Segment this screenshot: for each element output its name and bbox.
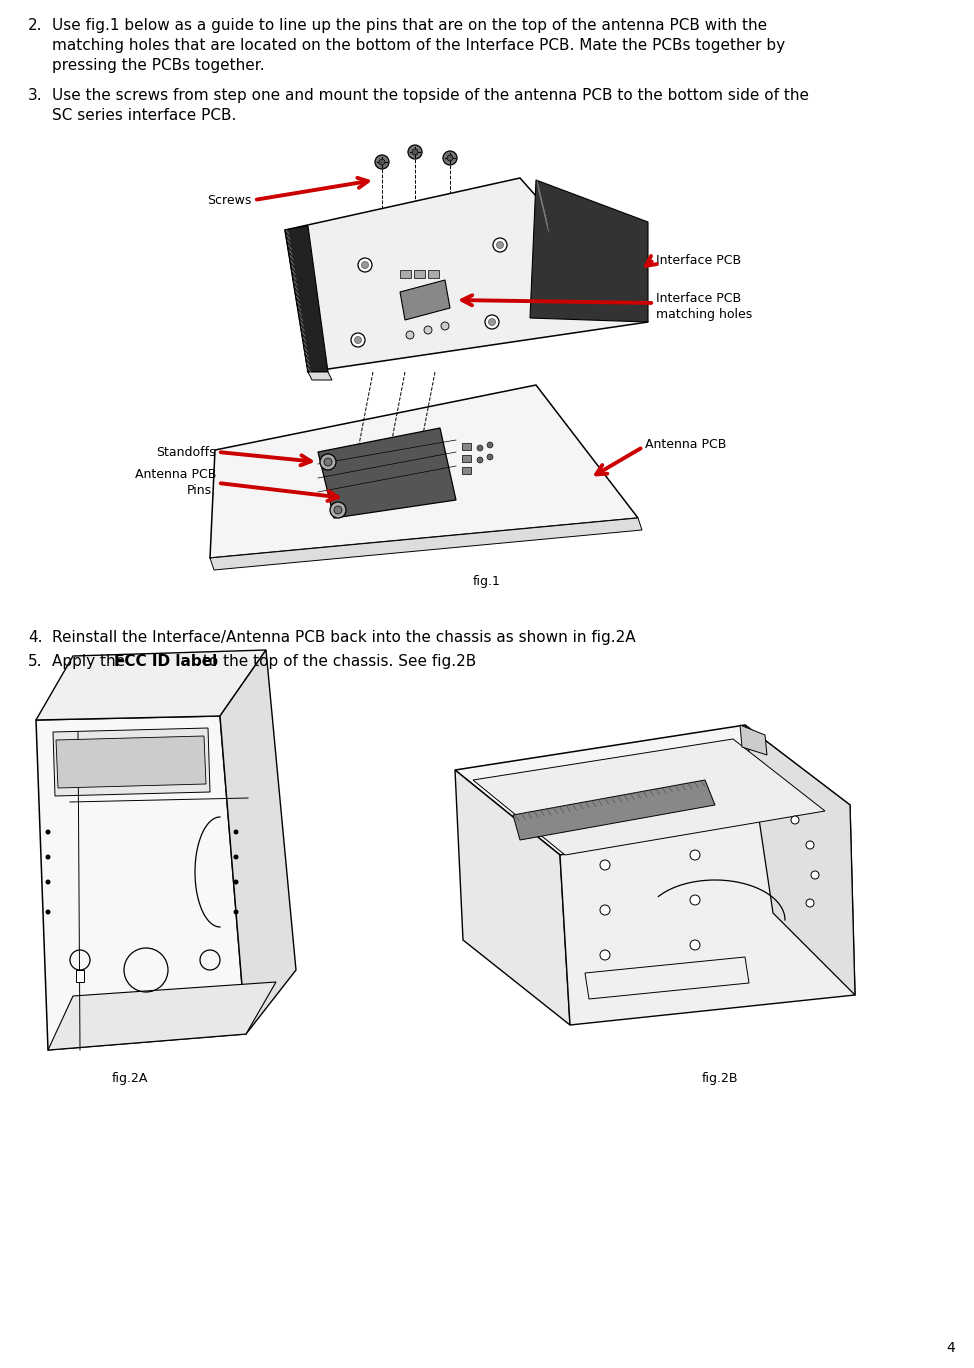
- Polygon shape: [740, 725, 767, 755]
- Text: Use fig.1 below as a guide to line up the pins that are on the top of the antenn: Use fig.1 below as a guide to line up th…: [52, 18, 768, 33]
- Text: 2.: 2.: [28, 18, 43, 33]
- Bar: [428, 269, 439, 278]
- Circle shape: [487, 454, 493, 460]
- Circle shape: [375, 155, 389, 170]
- Circle shape: [600, 860, 610, 870]
- Polygon shape: [745, 725, 855, 995]
- Circle shape: [406, 331, 414, 339]
- Circle shape: [234, 880, 239, 885]
- Polygon shape: [455, 725, 850, 855]
- Text: 4.: 4.: [28, 631, 43, 644]
- Polygon shape: [318, 428, 456, 518]
- Circle shape: [320, 454, 336, 471]
- Circle shape: [600, 906, 610, 915]
- Polygon shape: [210, 384, 638, 558]
- Circle shape: [791, 815, 799, 824]
- Circle shape: [358, 259, 372, 272]
- Circle shape: [330, 502, 346, 518]
- Polygon shape: [48, 982, 276, 1051]
- Text: fig.2B: fig.2B: [701, 1073, 738, 1085]
- Circle shape: [234, 855, 239, 859]
- Polygon shape: [285, 178, 648, 372]
- Circle shape: [441, 321, 449, 330]
- Text: Use the screws from step one and mount the topside of the antenna PCB to the bot: Use the screws from step one and mount t…: [52, 88, 809, 103]
- Polygon shape: [400, 280, 450, 320]
- Circle shape: [46, 855, 51, 859]
- Circle shape: [477, 445, 483, 451]
- Circle shape: [493, 238, 507, 252]
- Text: 5.: 5.: [28, 654, 43, 669]
- Circle shape: [477, 457, 483, 462]
- Circle shape: [806, 841, 814, 850]
- Circle shape: [485, 315, 499, 328]
- Polygon shape: [53, 728, 210, 796]
- Circle shape: [487, 442, 493, 447]
- Circle shape: [600, 949, 610, 960]
- Text: FCC ID label: FCC ID label: [114, 654, 217, 669]
- Text: Screws: Screws: [207, 193, 252, 207]
- Circle shape: [334, 506, 342, 514]
- Circle shape: [234, 910, 239, 914]
- Polygon shape: [513, 780, 715, 840]
- Polygon shape: [560, 804, 855, 1025]
- Text: 3.: 3.: [28, 88, 43, 103]
- Text: Reinstall the Interface/Antenna PCB back into the chassis as shown in fig.2A: Reinstall the Interface/Antenna PCB back…: [52, 631, 636, 644]
- Polygon shape: [473, 739, 825, 855]
- Polygon shape: [455, 770, 570, 1025]
- Text: Apply the: Apply the: [52, 654, 130, 669]
- Polygon shape: [220, 650, 296, 1034]
- Text: Standoffs: Standoffs: [157, 446, 216, 458]
- Circle shape: [811, 871, 819, 880]
- Bar: [462, 443, 471, 450]
- Polygon shape: [285, 226, 328, 372]
- Polygon shape: [530, 181, 648, 321]
- Text: SC series interface PCB.: SC series interface PCB.: [52, 108, 237, 123]
- Circle shape: [412, 149, 418, 155]
- Circle shape: [447, 155, 453, 161]
- Polygon shape: [36, 650, 266, 720]
- Text: pressing the PCBs together.: pressing the PCBs together.: [52, 57, 265, 73]
- Text: 4: 4: [947, 1341, 955, 1354]
- Circle shape: [408, 145, 422, 159]
- Polygon shape: [36, 715, 246, 1051]
- Bar: [76, 970, 84, 982]
- Circle shape: [443, 150, 457, 166]
- Circle shape: [690, 850, 700, 860]
- Circle shape: [351, 332, 365, 347]
- Text: Interface PCB: Interface PCB: [656, 253, 741, 267]
- Circle shape: [46, 910, 51, 914]
- Circle shape: [234, 829, 239, 834]
- Polygon shape: [56, 736, 206, 788]
- Circle shape: [489, 319, 496, 326]
- Circle shape: [806, 899, 814, 907]
- Text: Antenna PCB: Antenna PCB: [645, 439, 727, 451]
- Bar: [462, 456, 471, 462]
- Text: Interface PCB
matching holes: Interface PCB matching holes: [656, 291, 752, 321]
- Circle shape: [424, 326, 432, 334]
- Circle shape: [46, 829, 51, 834]
- Text: Pins.: Pins.: [187, 484, 216, 498]
- Text: to the top of the chassis. See fig.2B: to the top of the chassis. See fig.2B: [198, 654, 476, 669]
- Circle shape: [379, 159, 385, 166]
- Circle shape: [46, 880, 51, 885]
- Polygon shape: [308, 372, 332, 380]
- Bar: [400, 269, 411, 278]
- Circle shape: [497, 242, 504, 249]
- Text: fig.2A: fig.2A: [112, 1073, 148, 1085]
- Text: Antenna PCB: Antenna PCB: [134, 468, 216, 480]
- Text: fig.1: fig.1: [473, 575, 501, 588]
- Circle shape: [690, 940, 700, 949]
- Circle shape: [690, 895, 700, 906]
- Polygon shape: [210, 518, 642, 570]
- Circle shape: [355, 337, 361, 343]
- Circle shape: [361, 261, 368, 268]
- Bar: [414, 269, 425, 278]
- Text: matching holes that are located on the bottom of the Interface PCB. Mate the PCB: matching holes that are located on the b…: [52, 38, 785, 53]
- Polygon shape: [585, 958, 749, 999]
- Circle shape: [324, 458, 332, 466]
- Bar: [462, 466, 471, 473]
